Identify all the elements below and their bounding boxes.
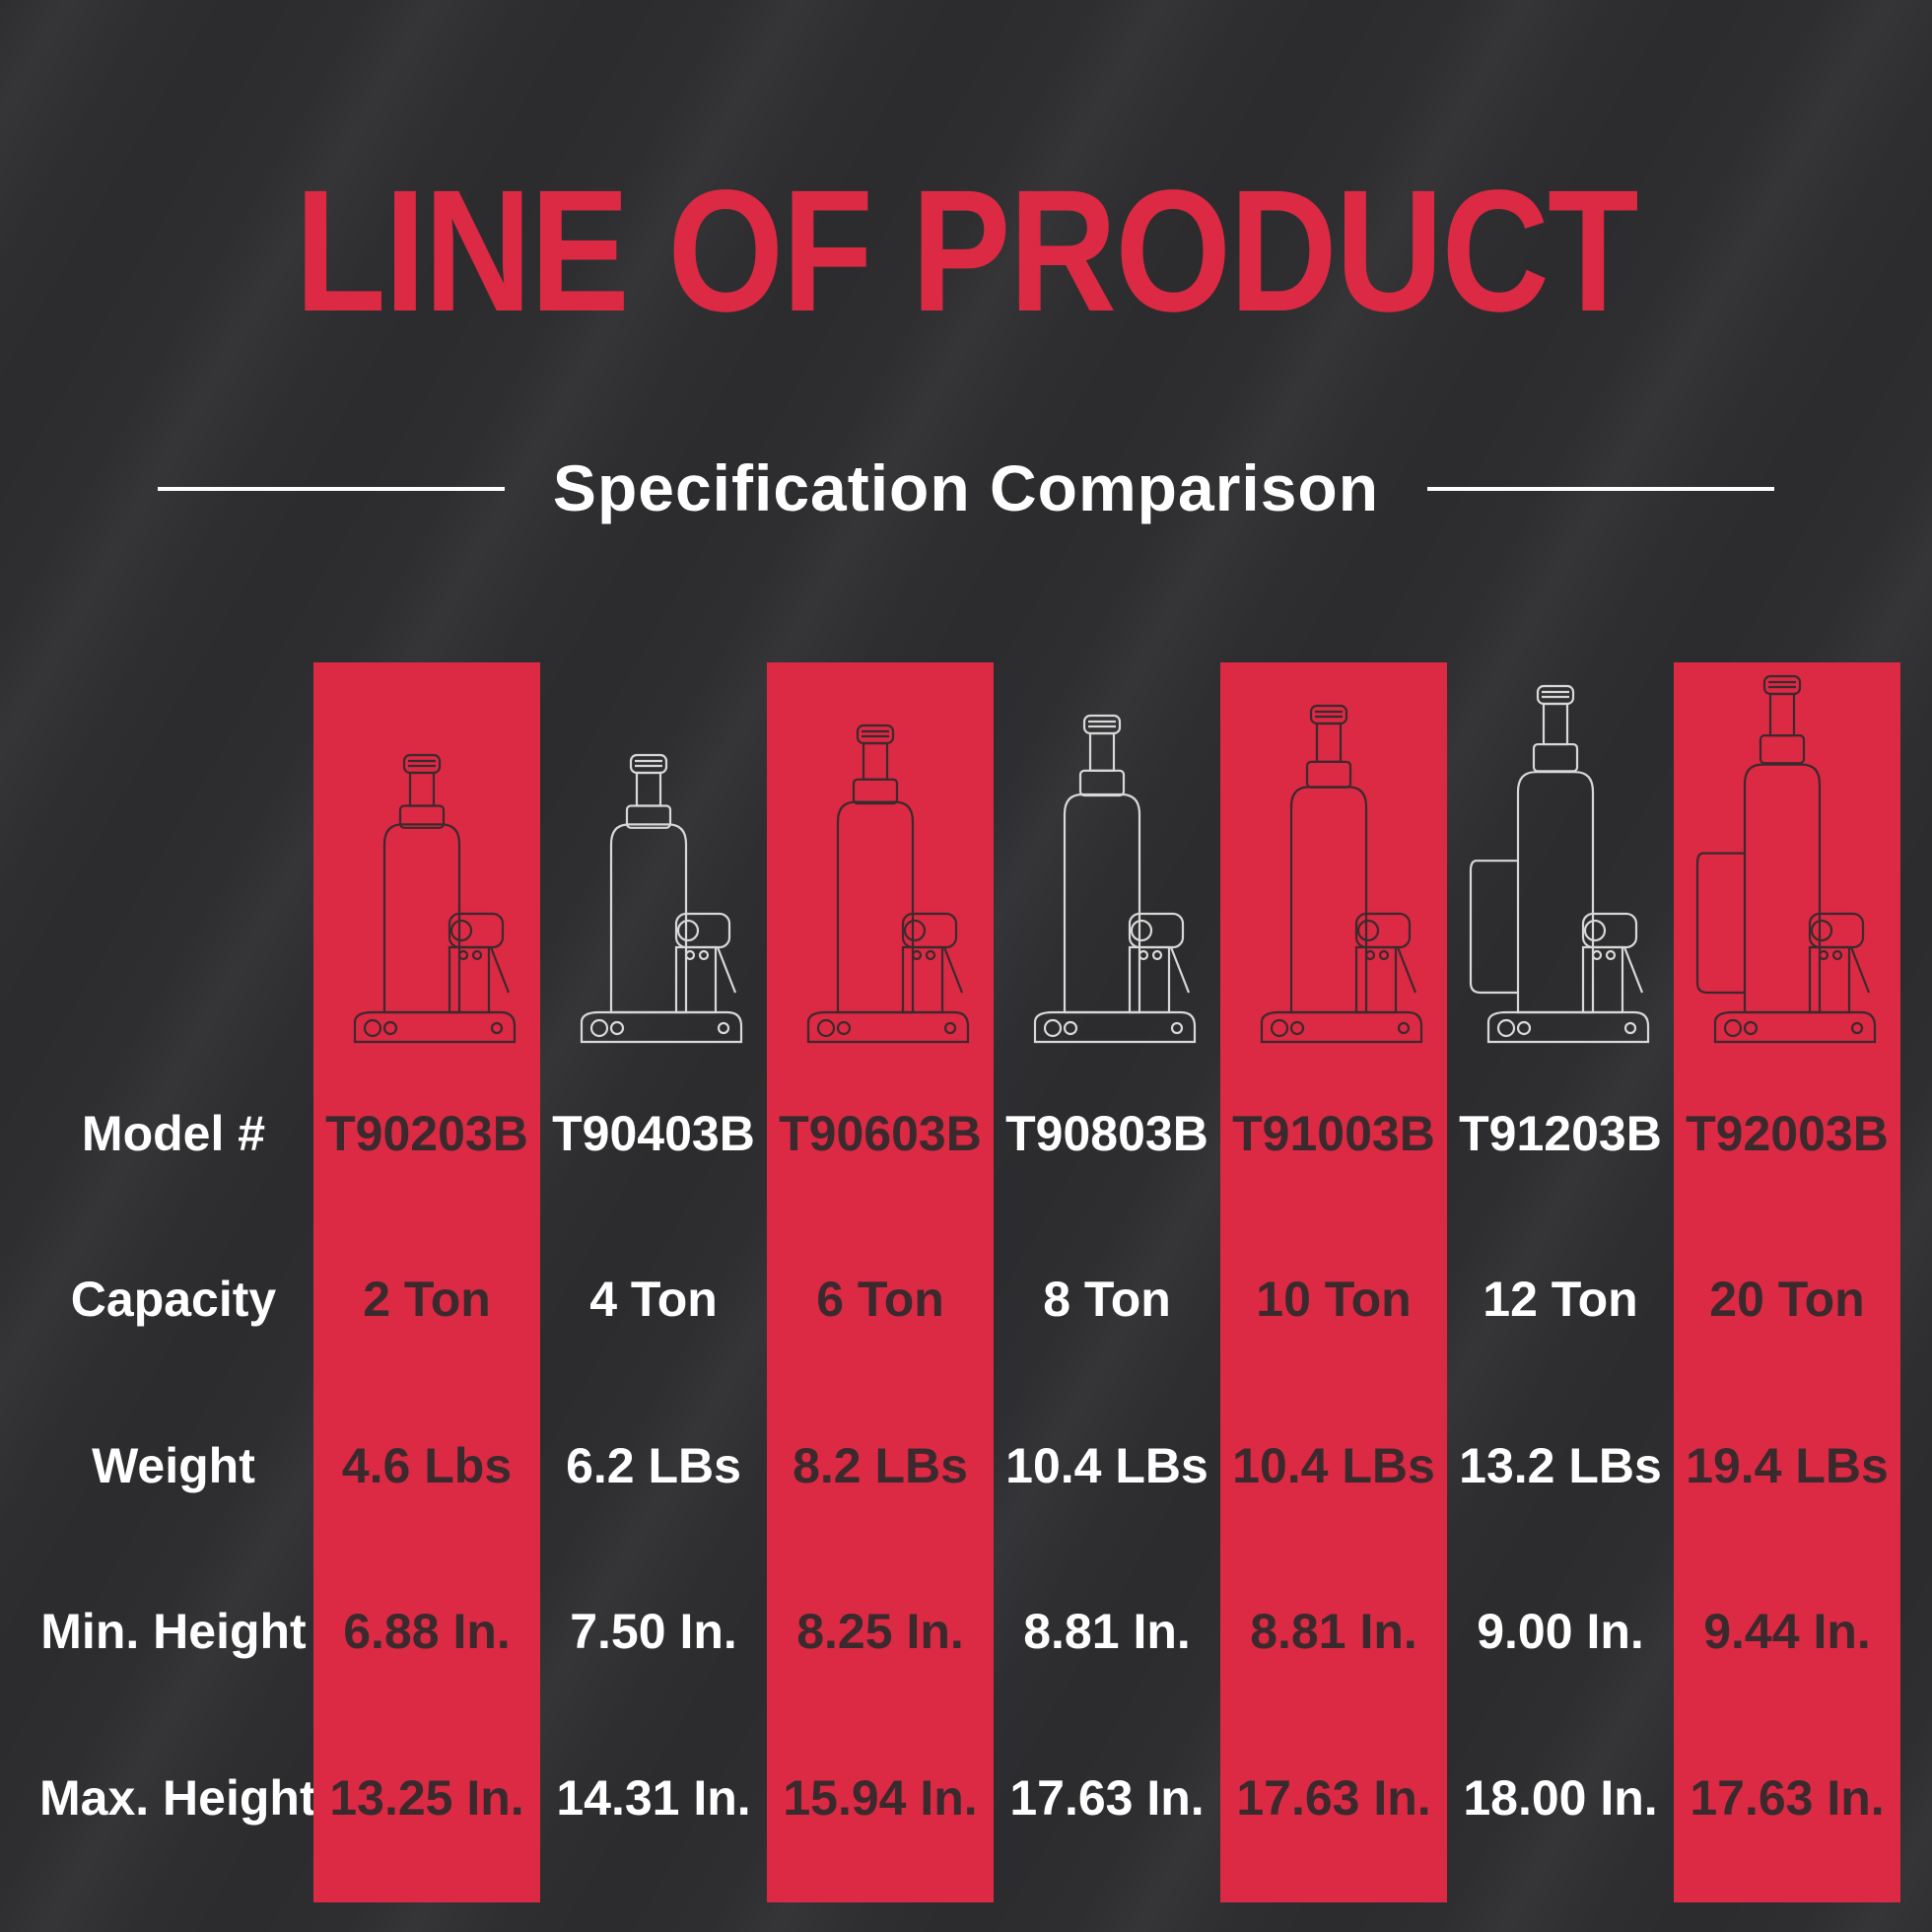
spec-cell-weight: 10.4 LBs (1005, 1438, 1208, 1493)
spec-cell-capacity: 8 Ton (1043, 1272, 1171, 1327)
spec-cell-min-height: 9.00 In. (1477, 1604, 1644, 1659)
spec-cell-weight: 6.2 LBs (566, 1438, 741, 1493)
spec-cell-capacity: 12 Ton (1483, 1272, 1638, 1327)
row-label: Weight (92, 1438, 255, 1493)
spec-cell-weight: 4.6 Lbs (341, 1438, 513, 1493)
spec-cell-capacity: 20 Ton (1709, 1272, 1865, 1327)
bottle-jack-icon (1260, 704, 1423, 1044)
row-label: Min. Height (40, 1604, 307, 1659)
spec-cell-model: T90803B (1005, 1106, 1208, 1161)
spec-cell-min-height: 8.25 In. (796, 1604, 964, 1659)
highlight-column (767, 662, 994, 1902)
highlight-column (1220, 662, 1447, 1902)
spec-cell-model: T91003B (1232, 1106, 1435, 1161)
spec-cell-max-height: 17.63 In. (1236, 1770, 1431, 1826)
page-title: LINE OF PRODUCT (295, 155, 1638, 348)
section-subtitle: Specification Comparison (552, 451, 1380, 524)
spec-cell-max-height: 13.25 In. (329, 1770, 524, 1826)
bottle-jack-icon (580, 753, 743, 1044)
spec-cell-max-height: 18.00 In. (1463, 1770, 1658, 1826)
spec-cell-model: T90203B (325, 1106, 528, 1161)
spec-cell-min-height: 7.50 In. (570, 1604, 737, 1659)
row-label: Capacity (70, 1272, 277, 1327)
bottle-jack-icon (1033, 714, 1197, 1044)
spec-cell-weight: 10.4 LBs (1232, 1438, 1435, 1493)
spec-cell-min-height: 6.88 In. (343, 1604, 511, 1659)
spec-cell-capacity: 10 Ton (1256, 1272, 1412, 1327)
bottle-jack-with-handle-icon (1469, 684, 1650, 1044)
spec-cell-capacity: 2 Ton (363, 1272, 491, 1327)
spec-cell-capacity: 4 Ton (589, 1272, 718, 1327)
spec-cell-min-height: 8.81 In. (1250, 1604, 1417, 1659)
spec-cell-model: T92003B (1686, 1106, 1889, 1161)
spec-cell-max-height: 17.63 In. (1009, 1770, 1205, 1826)
spec-cell-max-height: 15.94 In. (783, 1770, 978, 1826)
divider-line-right (1427, 487, 1774, 491)
row-label: Model # (81, 1106, 266, 1161)
highlight-column (1674, 662, 1900, 1902)
spec-cell-min-height: 8.81 In. (1023, 1604, 1191, 1659)
spec-cell-capacity: 6 Ton (816, 1272, 944, 1327)
spec-cell-max-height: 17.63 In. (1690, 1770, 1885, 1826)
subtitle-row: Specification Comparison (0, 444, 1932, 532)
spec-cell-model: T90403B (552, 1106, 755, 1161)
spec-cell-model: T90603B (779, 1106, 982, 1161)
row-label: Max. Height (39, 1770, 316, 1826)
spec-cell-weight: 19.4 LBs (1686, 1438, 1889, 1493)
spec-cell-min-height: 9.44 In. (1703, 1604, 1871, 1659)
bottle-jack-icon (353, 753, 517, 1044)
bottle-jack-icon (806, 724, 970, 1044)
spec-cell-weight: 8.2 LBs (793, 1438, 968, 1493)
divider-line-left (158, 487, 505, 491)
spec-cell-model: T91203B (1459, 1106, 1662, 1161)
highlight-column (313, 662, 540, 1902)
spec-cell-max-height: 14.31 In. (556, 1770, 751, 1826)
bottle-jack-with-handle-icon (1695, 674, 1877, 1044)
spec-cell-weight: 13.2 LBs (1459, 1438, 1662, 1493)
